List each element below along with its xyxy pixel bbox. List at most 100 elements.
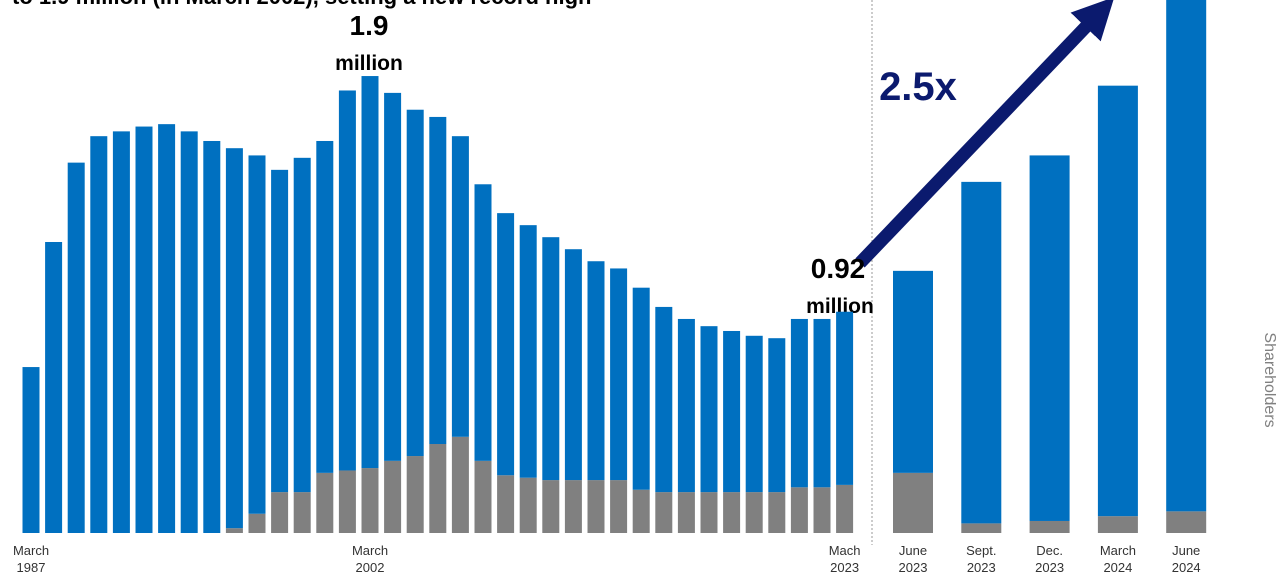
bar-segment — [813, 318, 831, 488]
bar-segment — [384, 460, 402, 533]
bar-segment — [610, 480, 628, 533]
bar-segment — [655, 492, 673, 533]
bar-segment — [338, 90, 356, 471]
bar-segment — [22, 367, 40, 533]
bar-segment — [519, 477, 537, 533]
x-tick-label: March 1987 — [13, 543, 49, 575]
bar-segment — [361, 76, 379, 469]
annotation: 1.9 — [350, 10, 389, 41]
bar-segment — [723, 330, 741, 493]
bar-segment — [203, 140, 221, 534]
chart-title: to 1.9 million (in March 2002), setting … — [12, 0, 591, 9]
bar-segment — [90, 136, 108, 534]
bar-segment — [587, 480, 605, 533]
bar-segment — [406, 109, 424, 457]
bar-segment — [429, 444, 447, 533]
bar-segment — [632, 287, 650, 490]
x-tick-label-text: March 2024 — [1100, 543, 1136, 575]
annotation: 0.92 — [811, 253, 866, 284]
bar-segment — [1029, 520, 1070, 533]
bar-segment — [632, 489, 650, 533]
bar-segment — [1166, 0, 1207, 512]
x-tick-label: Dec. 2023 — [1035, 543, 1064, 575]
x-tick-label: June 2024 — [1172, 543, 1201, 575]
bar-segment — [225, 148, 243, 529]
bar-segment — [564, 249, 582, 481]
bar-segment — [271, 169, 289, 493]
bar-segment — [677, 318, 695, 493]
x-tick-label: March 2024 — [1100, 543, 1136, 575]
legend-label: Shareholdersof Less thanOne InvestmentUn… — [1261, 324, 1276, 438]
annotation: million — [335, 52, 403, 75]
bar-segment — [610, 268, 628, 481]
bar-segment — [745, 492, 763, 533]
bar-segment — [293, 157, 311, 493]
x-tick-label-text: June 2023 — [899, 543, 928, 575]
bar-segment — [474, 460, 492, 533]
bar-segment — [587, 261, 605, 481]
bar-segment — [248, 155, 266, 514]
bar-segment — [316, 472, 334, 533]
bar-segment — [836, 311, 854, 485]
bar-segment — [135, 126, 153, 534]
bar-segment — [451, 136, 469, 437]
bar-segment — [497, 213, 515, 476]
bar-segment — [248, 513, 266, 533]
bar-segment — [893, 270, 933, 473]
bar-segment — [1097, 85, 1138, 517]
bar-segment — [961, 523, 1002, 533]
bar-segment — [723, 492, 741, 533]
bar-segment — [893, 472, 933, 533]
x-tick-label-text: Sept. 2023 — [966, 543, 996, 575]
bar-segment — [768, 492, 786, 533]
bar-segment — [655, 306, 673, 493]
bar-segment — [790, 487, 808, 533]
bar-segment — [700, 326, 718, 493]
growth-arrow — [855, 0, 1115, 268]
bar-segment — [542, 237, 560, 481]
x-tick-label: March 2002 — [352, 543, 388, 575]
bar-segment — [836, 484, 854, 533]
bar-segment — [700, 492, 718, 533]
bar-segment — [519, 225, 537, 478]
x-tick-label-text: June 2024 — [1172, 543, 1201, 575]
annotation: 2.5x — [879, 65, 957, 109]
bar-segment — [361, 468, 379, 533]
x-tick-label-text: Mach 2023 — [829, 543, 861, 575]
x-tick-label: June 2023 — [899, 543, 928, 575]
bar-segment — [745, 335, 763, 493]
bar-segment — [474, 184, 492, 461]
bar-segment — [67, 162, 85, 533]
bar-segment — [564, 480, 582, 533]
bar-segment — [451, 436, 469, 533]
x-tick-label-text: March 2002 — [352, 543, 388, 575]
bar-segment — [497, 475, 515, 533]
bar-segment — [1166, 511, 1207, 533]
bar-segment — [112, 131, 130, 534]
bar-segment — [338, 470, 356, 533]
bar-segment — [293, 492, 311, 533]
bar-segment — [813, 487, 831, 533]
bar-segment — [429, 116, 447, 445]
bar-segment — [180, 131, 198, 534]
bar-segment — [961, 181, 1002, 524]
bar-segment — [225, 528, 243, 533]
bar-segment — [406, 456, 424, 533]
x-tick-label: Sept. 2023 — [966, 543, 996, 575]
bar-segment — [1029, 155, 1070, 521]
bar-segment — [316, 140, 334, 473]
bar-segment — [677, 492, 695, 533]
bar-segment — [158, 124, 176, 534]
bar-segment — [768, 338, 786, 493]
x-tick-label-text: March 1987 — [13, 543, 49, 575]
bar-segment — [790, 318, 808, 488]
bar-segment — [271, 492, 289, 533]
x-tick-label: Mach 2023 — [829, 543, 861, 575]
bar-segment — [45, 241, 63, 533]
annotation: million — [806, 295, 874, 318]
bar-segment — [384, 92, 402, 461]
bar-segment — [1097, 516, 1138, 533]
x-tick-label-text: Dec. 2023 — [1035, 543, 1064, 575]
bar-segment — [542, 480, 560, 533]
